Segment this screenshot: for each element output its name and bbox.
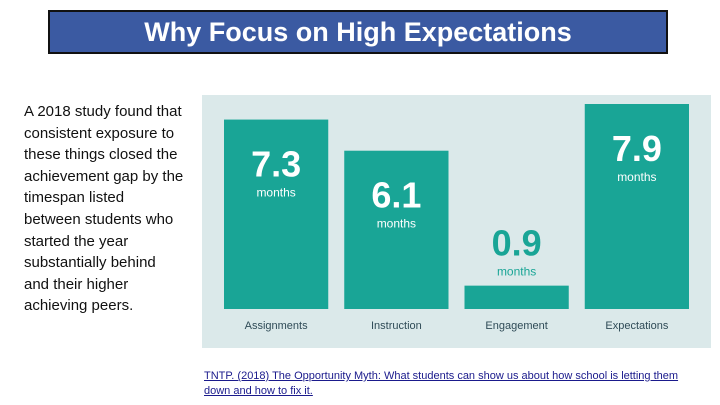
unit-label-instruction: months <box>377 217 416 231</box>
source-citation-link[interactable]: TNTP. (2018) The Opportunity Myth: What … <box>204 370 679 397</box>
bar-engagement <box>464 285 569 309</box>
slide-title: Why Focus on High Expectations <box>144 16 572 47</box>
category-label-expectations: Expectations <box>605 320 668 332</box>
unit-label-expectations: months <box>617 170 656 184</box>
bar-assignments <box>224 119 329 310</box>
chart-svg: 7.3monthsAssignments6.1monthsInstruction… <box>224 104 689 332</box>
unit-label-assignments: months <box>256 186 295 200</box>
category-label-assignments: Assignments <box>245 320 308 332</box>
unit-label-engagement: months <box>497 265 536 279</box>
bar-chart: 7.3 months Assignments 6.1 months Instruction… <box>202 95 711 348</box>
value-label-engagement: 0.9 <box>492 223 542 264</box>
study-description: A 2018 study found that consistent expos… <box>24 103 184 315</box>
category-label-engagement: Engagement <box>485 320 547 332</box>
bar-instruction <box>344 150 449 309</box>
slide-title-bar: Why Focus on High Expectations <box>48 10 668 54</box>
value-label-expectations: 7.9 <box>612 128 662 169</box>
category-label-instruction: Instruction <box>371 320 422 332</box>
value-label-instruction: 6.1 <box>371 175 421 216</box>
bar-expectations <box>584 104 689 309</box>
value-label-assignments: 7.3 <box>251 144 301 185</box>
